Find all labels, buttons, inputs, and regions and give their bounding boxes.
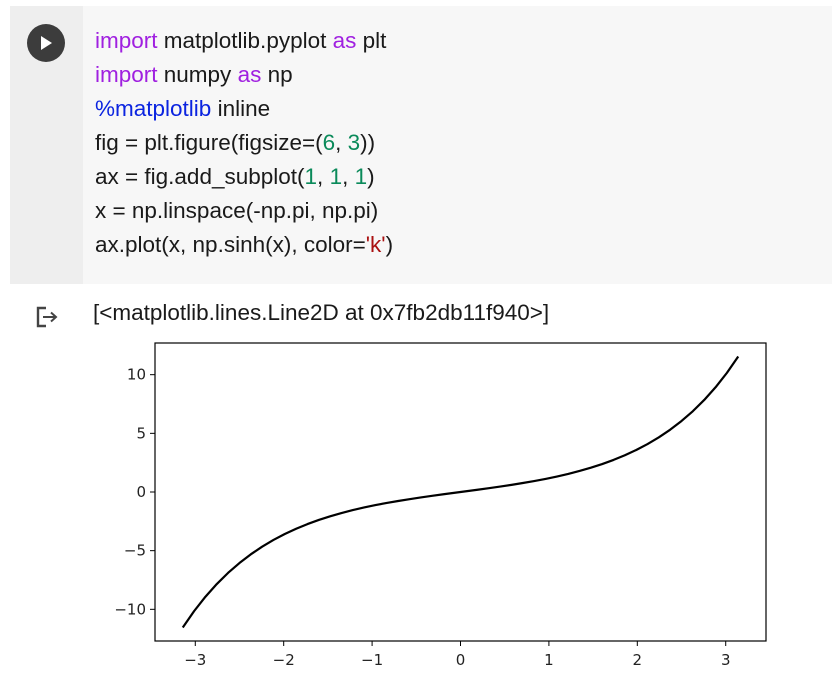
x-tick-label: −2 [273, 651, 295, 669]
code-token: 1 [304, 164, 318, 189]
code-line: x = np.linspace(-np.pi, np.pi) [95, 194, 393, 228]
code-token: 6 [322, 130, 336, 155]
x-tick-label: −1 [361, 651, 383, 669]
code-token: plt [356, 28, 387, 53]
code-token: import [95, 28, 158, 53]
x-tick-label: 0 [456, 651, 466, 669]
code-token: 1 [354, 164, 368, 189]
code-token: , [335, 130, 348, 155]
code-token: fig = plt.figure(figsize=( [95, 130, 323, 155]
code-token: ) [367, 164, 375, 189]
code-cell[interactable]: import matplotlib.pyplot as plt import nu… [10, 6, 832, 284]
x-tick-label: −3 [184, 651, 206, 669]
run-cell-button[interactable] [27, 24, 65, 62]
code-token: ax.plot(x, np.sinh(x), color= [95, 232, 366, 257]
x-tick-label: 2 [633, 651, 643, 669]
x-tick-label: 1 [544, 651, 554, 669]
y-tick-label: 10 [127, 366, 146, 384]
code-token: x = np.linspace(-np.pi, np.pi) [95, 198, 379, 223]
y-tick-label: 5 [136, 424, 146, 442]
sinh-line [181, 355, 740, 629]
code-line: ax.plot(x, np.sinh(x), color='k') [95, 228, 393, 262]
output-text: [<matplotlib.lines.Line2D at 0x7fb2db11f… [93, 300, 550, 325]
code-token: 1 [329, 164, 343, 189]
x-tick-label: 3 [721, 651, 731, 669]
code-token: , [342, 164, 355, 189]
code-token: ax = fig.add_subplot( [95, 164, 305, 189]
y-tick-label: −5 [124, 542, 146, 560]
code-token: np [261, 62, 293, 87]
code-token: import [95, 62, 158, 87]
code-token: )) [360, 130, 376, 155]
cell-gutter [10, 6, 83, 284]
code-token: numpy [157, 62, 238, 87]
code-token: %matplotlib [95, 96, 212, 121]
play-icon [41, 36, 52, 50]
code-line: import matplotlib.pyplot as plt [95, 24, 393, 58]
code-token: as [237, 62, 262, 87]
code-line: fig = plt.figure(figsize=(6, 3)) [95, 126, 393, 160]
code-editor[interactable]: import matplotlib.pyplot as plt import nu… [95, 24, 393, 262]
code-token: ) [385, 232, 394, 257]
code-line: ax = fig.add_subplot(1, 1, 1) [95, 160, 393, 194]
code-line: %matplotlib inline [95, 92, 393, 126]
y-tick-label: 0 [136, 483, 146, 501]
code-token: inline [211, 96, 271, 121]
y-tick-label: −10 [114, 600, 146, 618]
code-token: matplotlib.pyplot [157, 28, 333, 53]
output-arrow-icon[interactable] [34, 303, 62, 331]
code-token: , [317, 164, 330, 189]
code-token: as [332, 28, 357, 53]
code-token: 'k' [365, 232, 386, 257]
code-token: 3 [347, 130, 361, 155]
code-line: import numpy as np [95, 58, 393, 92]
